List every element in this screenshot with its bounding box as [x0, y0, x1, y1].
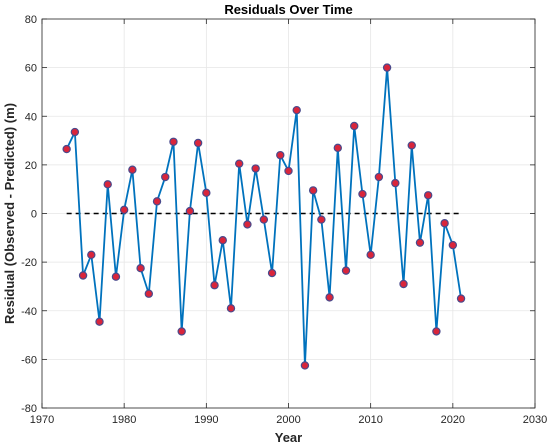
data-point [103, 180, 112, 189]
data-point [111, 272, 121, 281]
data-point [185, 206, 195, 216]
data-point [62, 144, 71, 154]
data-point [292, 105, 301, 115]
data-point [202, 188, 211, 198]
data-point [407, 141, 416, 150]
data-point [308, 186, 318, 195]
data-point [177, 327, 186, 336]
y-tick-label: 40 [25, 111, 37, 123]
data-point [448, 240, 458, 250]
data-point [259, 215, 269, 224]
y-tick-label: -60 [21, 354, 37, 366]
data-point [78, 271, 88, 280]
data-point [161, 172, 170, 182]
y-tick-label: 20 [25, 160, 37, 172]
data-point [193, 138, 203, 148]
data-point [267, 268, 277, 278]
x-tick-label: 1970 [30, 414, 54, 426]
data-point [276, 150, 285, 160]
data-point [70, 127, 80, 137]
data-point [87, 250, 96, 260]
data-point [374, 172, 384, 182]
data-point [218, 236, 227, 245]
x-tick-label: 2010 [358, 414, 382, 426]
chart-title: Residuals Over Time [224, 2, 352, 17]
data-point [341, 266, 351, 275]
series-group [62, 63, 466, 370]
data-point [136, 264, 145, 273]
data-point [391, 178, 400, 188]
y-tick-label: -40 [21, 306, 37, 318]
data-point [300, 361, 310, 370]
y-tick-label: 80 [25, 14, 37, 26]
data-point [415, 238, 425, 247]
data-point [317, 215, 326, 224]
data-point [284, 166, 293, 176]
data-point [210, 281, 219, 290]
data-point [226, 304, 236, 313]
y-tick-label: -80 [21, 403, 37, 415]
data-point [144, 289, 154, 298]
x-tick-label: 2030 [523, 414, 547, 426]
y-tick-label: 0 [31, 209, 37, 221]
x-axis-title: Year [275, 430, 302, 445]
data-point [366, 250, 375, 260]
data-point [382, 63, 392, 72]
data-point [333, 143, 342, 153]
data-point [234, 159, 244, 168]
data-point [119, 205, 129, 215]
y-tick-label: -20 [21, 257, 37, 269]
y-tick-label: 60 [25, 63, 37, 75]
data-point [169, 137, 178, 146]
data-point [243, 220, 252, 229]
y-axis-title: Residual (Observed - Predicted) (m) [2, 103, 17, 324]
x-tick-label: 2000 [276, 414, 300, 426]
x-tick-label: 1980 [112, 414, 136, 426]
data-point [128, 165, 137, 174]
data-point [432, 327, 441, 336]
x-tick-label: 2020 [441, 414, 465, 426]
data-point [251, 164, 260, 173]
data-point [152, 197, 162, 206]
data-point [358, 189, 367, 199]
data-point [423, 191, 433, 200]
axis-ticks: 1970 1980 1990 2000 2010 2020 2030 -80 -60 -40 -20… [21, 14, 547, 426]
data-point [440, 219, 449, 228]
x-tick-label: 1990 [194, 414, 218, 426]
data-point [456, 294, 466, 303]
data-point [325, 293, 334, 302]
data-point [350, 121, 359, 131]
data-point [95, 317, 104, 326]
data-point [399, 279, 408, 289]
